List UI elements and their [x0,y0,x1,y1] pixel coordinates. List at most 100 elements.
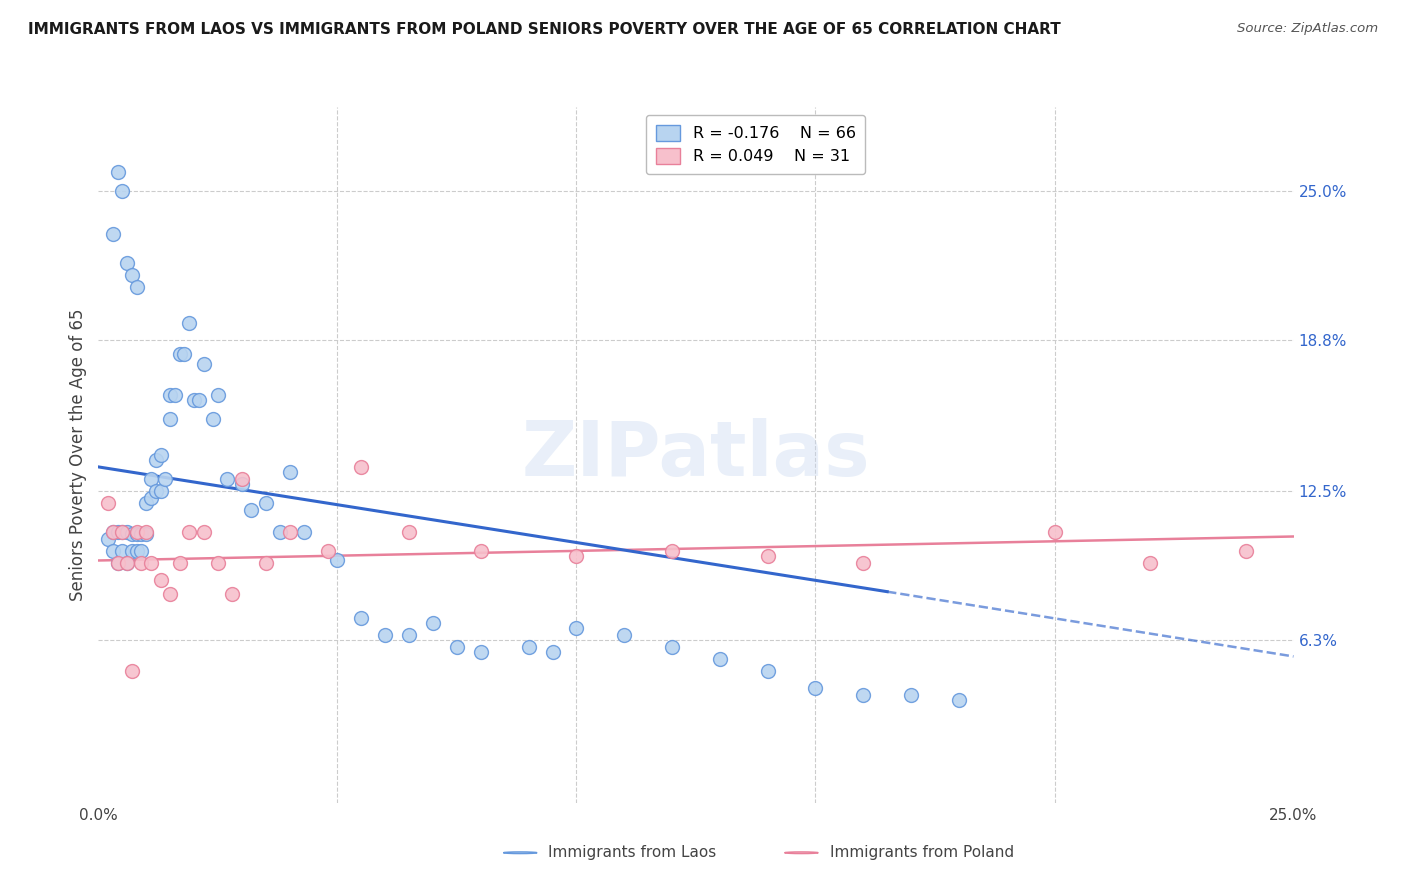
Point [101,544,124,558]
Point [350,459,373,474]
Circle shape [503,852,537,854]
Point [159,412,181,426]
Point [231,476,253,491]
Point [131,556,153,570]
Point [202,412,225,426]
Point [121,527,143,541]
Point [145,452,167,467]
Point [231,472,253,486]
Point [187,392,209,407]
Point [163,388,186,402]
Point [470,544,492,558]
Point [207,556,229,570]
Point [121,544,143,558]
Point [709,652,731,666]
Point [852,688,875,702]
Point [207,388,229,402]
Point [661,640,683,654]
Point [135,496,157,510]
Point [107,556,129,570]
Point [111,524,134,539]
Point [121,664,143,678]
Point [145,483,167,498]
Point [97,496,120,510]
Point [173,347,195,361]
Point [422,615,444,630]
Text: ZIPatlas: ZIPatlas [522,418,870,491]
Point [115,556,138,570]
Point [565,549,588,563]
Point [159,587,181,601]
Point [107,165,129,179]
Point [900,688,922,702]
Point [125,524,148,539]
Point [121,268,143,282]
Point [278,524,301,539]
Point [292,524,315,539]
Point [169,556,191,570]
Point [517,640,540,654]
Point [101,227,124,242]
Point [541,645,564,659]
Point [111,544,134,558]
Point [470,645,492,659]
Point [193,357,215,371]
Point [131,527,153,541]
Point [326,553,349,567]
Text: Immigrants from Laos: Immigrants from Laos [548,846,717,860]
Point [111,184,134,198]
Point [115,524,138,539]
Point [350,611,373,625]
Point [139,556,162,570]
Point [149,483,172,498]
Point [101,524,124,539]
Point [398,524,420,539]
Point [756,549,779,563]
Point [179,316,201,330]
Point [107,524,129,539]
Point [948,692,970,706]
Point [217,472,239,486]
Point [398,628,420,642]
Point [240,503,263,517]
Point [125,527,148,541]
Point [852,556,875,570]
Point [135,524,157,539]
Point [269,524,291,539]
Point [107,556,129,570]
Point [661,544,683,558]
Point [254,496,277,510]
Point [193,524,215,539]
Point [183,392,205,407]
Point [101,524,124,539]
Point [316,544,339,558]
Circle shape [785,852,818,854]
Point [111,524,134,539]
Point [179,524,201,539]
Point [565,621,588,635]
Point [131,544,153,558]
Text: Source: ZipAtlas.com: Source: ZipAtlas.com [1237,22,1378,36]
Point [374,628,396,642]
Point [169,347,191,361]
Point [97,532,120,546]
Point [278,465,301,479]
Point [446,640,468,654]
Text: IMMIGRANTS FROM LAOS VS IMMIGRANTS FROM POLAND SENIORS POVERTY OVER THE AGE OF 6: IMMIGRANTS FROM LAOS VS IMMIGRANTS FROM … [28,22,1062,37]
Point [139,491,162,505]
Point [1234,544,1257,558]
Point [254,556,277,570]
Text: Immigrants from Poland: Immigrants from Poland [830,846,1014,860]
Legend: R = -0.176    N = 66, R = 0.049    N = 31: R = -0.176 N = 66, R = 0.049 N = 31 [647,115,865,174]
Point [221,587,243,601]
Point [159,388,181,402]
Point [804,681,827,695]
Point [135,527,157,541]
Point [155,472,177,486]
Point [149,573,172,587]
Point [125,280,148,294]
Point [149,448,172,462]
Point [1043,524,1066,539]
Point [756,664,779,678]
Point [115,256,138,270]
